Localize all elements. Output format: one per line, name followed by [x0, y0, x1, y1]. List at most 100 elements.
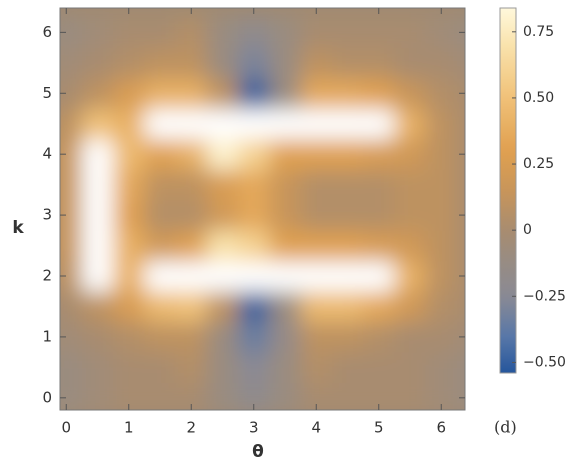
heat-cell	[269, 138, 302, 170]
x-tick-label: 0	[61, 419, 71, 437]
heat-cell	[394, 78, 427, 109]
heat-cell	[175, 108, 208, 140]
heat-cell	[300, 352, 333, 384]
heat-cell	[144, 78, 177, 109]
heat-cell	[331, 108, 364, 140]
heat-cell	[81, 291, 114, 323]
heat-cell	[269, 260, 302, 292]
heat-cell	[456, 352, 465, 384]
heat-cell	[425, 352, 458, 384]
heat-cell	[60, 47, 83, 79]
x-tick-label: 5	[374, 419, 384, 437]
heat-cell	[394, 17, 427, 49]
heat-cell	[363, 47, 395, 79]
heat-cell	[394, 169, 427, 201]
heat-cell	[456, 291, 465, 323]
colorbar-tick-label: −0.25	[523, 288, 566, 304]
colorbar-tick-label: −0.50	[523, 354, 566, 370]
heat-cell	[144, 199, 177, 231]
heat-cell	[144, 352, 177, 384]
colorbar-tick-label: 0.50	[523, 90, 554, 106]
heat-cell	[238, 230, 270, 262]
heat-cell	[363, 199, 395, 231]
heat-cell	[238, 47, 270, 79]
heat-cell	[113, 17, 145, 49]
heat-cell	[331, 230, 364, 262]
x-tick-label: 2	[186, 419, 196, 437]
heat-cell	[113, 260, 145, 292]
heat-cell	[238, 199, 270, 231]
heat-cell	[269, 108, 302, 140]
heat-cell	[206, 260, 239, 292]
heat-cell	[425, 321, 458, 353]
heat-cell	[363, 108, 395, 140]
plot-area	[60, 8, 465, 410]
heat-cell	[300, 78, 333, 109]
density-field	[60, 17, 465, 410]
heat-cell	[81, 352, 114, 384]
heat-cell	[144, 260, 177, 292]
heat-cell	[144, 321, 177, 353]
heat-cell	[81, 321, 114, 353]
heat-cell	[175, 291, 208, 323]
heat-cell	[456, 230, 465, 262]
heat-cell	[175, 169, 208, 201]
heat-cell	[394, 291, 427, 323]
heat-cell	[81, 47, 114, 79]
heat-cell	[300, 321, 333, 353]
heat-cell	[394, 382, 427, 410]
heat-cell	[269, 169, 302, 201]
heat-cell	[425, 199, 458, 231]
heat-cell	[425, 260, 458, 292]
heat-cell	[175, 260, 208, 292]
y-tick-label: 3	[42, 206, 52, 224]
y-tick-label: 0	[42, 388, 52, 406]
heat-cell	[331, 321, 364, 353]
heat-cell	[238, 17, 270, 49]
heat-cell	[363, 138, 395, 170]
heat-cell	[206, 230, 239, 262]
heat-cell	[300, 138, 333, 170]
heat-cell	[81, 382, 114, 410]
heat-cell	[206, 321, 239, 353]
heat-cell	[331, 17, 364, 49]
heat-cell	[363, 17, 395, 49]
heat-cell	[206, 382, 239, 410]
heat-cell	[394, 199, 427, 231]
heat-cell	[425, 17, 458, 49]
plot-frame	[59, 7, 466, 411]
heat-cell	[238, 291, 270, 323]
heat-cell	[113, 78, 145, 109]
heat-cell	[81, 17, 114, 49]
heat-cell	[238, 78, 270, 109]
heat-cell	[206, 47, 239, 79]
heat-cell	[175, 199, 208, 231]
heat-cell	[238, 138, 270, 170]
colorbar-tick-label: 0	[523, 222, 532, 238]
heat-cell	[175, 17, 208, 49]
heat-cell	[425, 78, 458, 109]
heat-cell	[113, 352, 145, 384]
heat-cell	[300, 199, 333, 231]
heat-cell	[394, 230, 427, 262]
heat-cell	[238, 352, 270, 384]
heat-cell	[175, 47, 208, 79]
x-tick-label: 4	[311, 419, 321, 437]
heat-cell	[331, 138, 364, 170]
y-tick-label: 4	[42, 145, 52, 163]
heat-cell	[300, 169, 333, 201]
heat-cell	[269, 382, 302, 410]
heat-cell	[331, 199, 364, 231]
heat-cell	[363, 291, 395, 323]
heat-cell	[206, 169, 239, 201]
heat-cell	[206, 108, 239, 140]
heat-cell	[60, 291, 83, 323]
heat-cell	[300, 108, 333, 140]
y-tick-label: 1	[42, 327, 52, 345]
heat-cell	[394, 260, 427, 292]
heat-cell	[331, 78, 364, 109]
heat-cell	[206, 291, 239, 323]
heat-cell	[144, 17, 177, 49]
heat-cell	[456, 169, 465, 201]
